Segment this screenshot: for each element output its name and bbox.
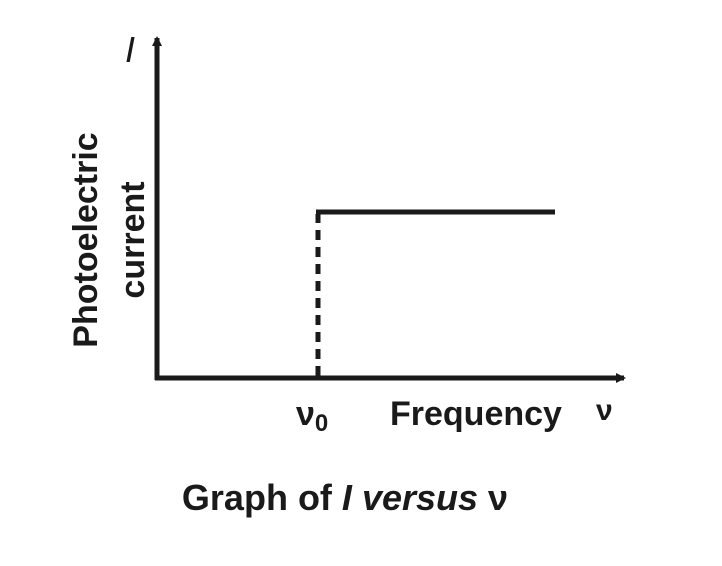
threshold-label: ν0	[296, 395, 328, 437]
x-symbol: ν	[596, 394, 613, 427]
caption-part: Graph of	[182, 477, 342, 518]
y-title: current	[114, 181, 152, 298]
threshold-symbol: ν	[296, 395, 315, 433]
y-title: Photoelectric	[67, 132, 105, 347]
x-title: Frequency	[390, 395, 562, 433]
caption-part: ν	[488, 477, 508, 518]
caption: Graph of I versus ν	[182, 477, 508, 518]
caption-part: I	[342, 477, 353, 518]
threshold-subscript: 0	[315, 410, 328, 437]
caption-part: versus	[352, 477, 488, 518]
y-symbol: I	[125, 29, 135, 70]
